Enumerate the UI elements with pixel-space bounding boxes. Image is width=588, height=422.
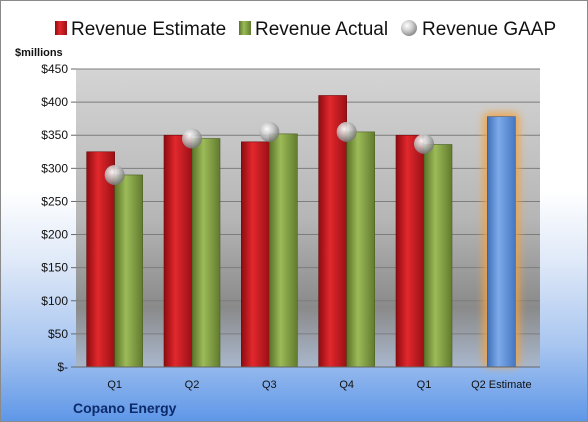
- x-tick-label: Q4: [339, 379, 354, 391]
- y-axis-ticks: $- $50 $100 $150 $200 $250 $300 $350 $400 $450: [41, 62, 76, 374]
- gaap-marker: [414, 133, 434, 154]
- y-tick-label: $250: [41, 194, 68, 208]
- legend-swatch-actual: [239, 21, 251, 35]
- y-tick-label: $50: [48, 327, 68, 341]
- company-name: Copano Energy: [73, 400, 177, 416]
- bar-revenue-estimate: [163, 134, 193, 368]
- y-tick-label: $300: [41, 161, 68, 175]
- y-tick-label: $-: [57, 360, 68, 374]
- gridlines: [76, 68, 540, 335]
- bar-revenue-projection: [487, 116, 516, 368]
- x-tick-label: Q1: [417, 379, 432, 391]
- bar-revenue-actual: [269, 133, 298, 368]
- y-tick-label: $350: [41, 128, 68, 142]
- bar-revenue-actual: [191, 138, 221, 368]
- x-tick-label: Q3: [262, 379, 277, 391]
- legend-label-estimate: Revenue Estimate: [71, 19, 226, 40]
- y-tick-label: $450: [41, 62, 68, 76]
- gaap-marker: [104, 164, 125, 185]
- bar-revenue-actual: [346, 131, 375, 368]
- bar-revenue-estimate: [241, 141, 270, 368]
- x-tick-label: Q2: [185, 379, 200, 391]
- gaap-markers: [104, 121, 434, 185]
- gaap-marker: [182, 128, 202, 149]
- legend-label-actual: Revenue Actual: [255, 19, 388, 40]
- gaap-marker: [259, 121, 280, 142]
- bars: [86, 95, 520, 368]
- y-tick-label: $100: [41, 294, 68, 308]
- y-axis-label: $millions: [15, 47, 63, 59]
- legend: Revenue Estimate Revenue Actual Revenue …: [55, 19, 556, 40]
- legend-swatch-gaap: [401, 20, 417, 36]
- x-tick-label: Q2 Estimate: [471, 379, 532, 391]
- legend-swatch-estimate: [55, 21, 67, 35]
- plot-area: [76, 69, 540, 367]
- x-axis-ticks: Q1 Q2 Q3 Q4 Q1 Q2 Estimate: [107, 379, 531, 391]
- y-tick-label: $150: [41, 261, 68, 275]
- x-tick-label: Q1: [107, 379, 122, 391]
- bar-revenue-estimate: [86, 151, 115, 368]
- legend-label-gaap: Revenue GAAP: [422, 19, 556, 40]
- bar-revenue-actual: [423, 144, 453, 368]
- y-tick-label: $400: [41, 95, 68, 109]
- y-tick-label: $200: [41, 228, 68, 242]
- gaap-marker: [336, 121, 357, 142]
- bar-revenue-estimate: [395, 134, 425, 368]
- bar-revenue-actual: [114, 174, 143, 368]
